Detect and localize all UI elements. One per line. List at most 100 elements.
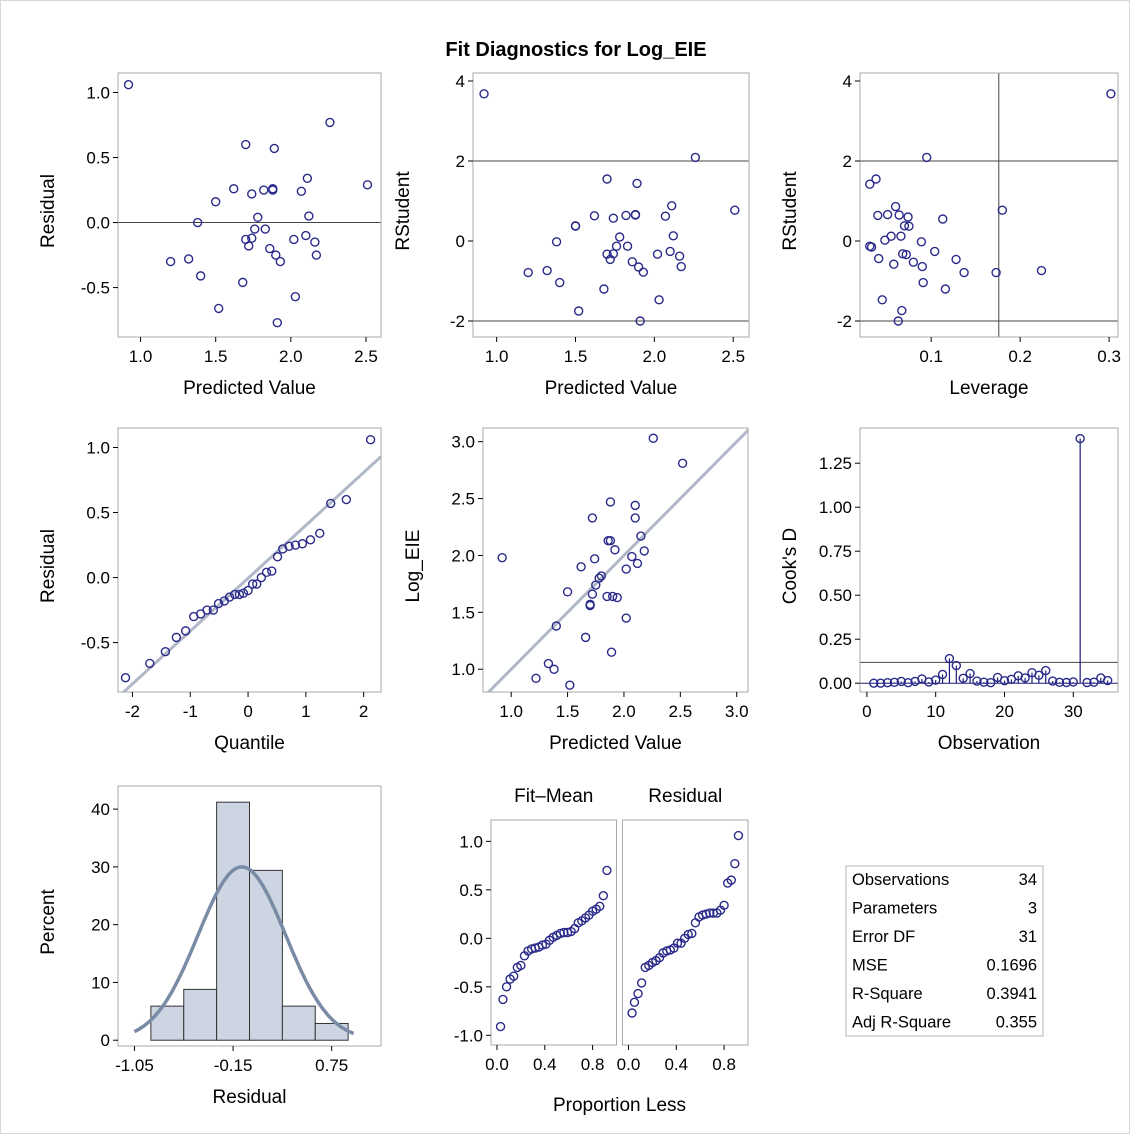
table-row-value: 0.1696: [987, 957, 1037, 975]
data-point: [608, 249, 619, 259]
y-tick-label: 1.0: [86, 84, 110, 103]
data-point: [543, 658, 554, 669]
y-tick-label: 0.5: [86, 504, 110, 523]
data-point: [622, 241, 633, 251]
x-tick-label: 1.5: [204, 347, 228, 366]
data-point: [202, 605, 212, 615]
data-point: [365, 435, 376, 445]
data-point: [940, 284, 951, 294]
data-point: [991, 267, 1001, 278]
y-axis-label: Log_EIE: [403, 530, 424, 603]
y-tick-label: -0.5: [454, 978, 483, 997]
panel-rstudent-vs-predicted: -2 0 2 4 1.0 1.5 2.0 2.5 Predicted Value RStudent: [393, 72, 750, 399]
data-point: [516, 960, 526, 971]
data-point: [629, 997, 640, 1008]
y-tick-label: 0.50: [819, 586, 852, 605]
data-point: [882, 209, 893, 220]
data-point: [898, 249, 908, 259]
data-point: [965, 668, 975, 679]
x-tick-label: 0.8: [712, 1055, 736, 1074]
table-row-value: 3: [1028, 900, 1037, 918]
x-axis-label: Quantile: [214, 733, 285, 754]
y-tick-label: 2: [456, 152, 465, 171]
spread-subpanel: 0.0 0.4 0.8 Fit–Mean -1.0 -0.5 0.0 0.5 1.0: [454, 786, 617, 1074]
data-point: [160, 646, 171, 657]
data-point: [311, 250, 322, 260]
data-point: [627, 1008, 637, 1018]
x-tick-label: 0.4: [664, 1055, 688, 1074]
y-tick-label: 0: [101, 1031, 110, 1050]
y-tick-label: 10: [91, 973, 110, 992]
data-point: [903, 212, 913, 222]
x-tick-label: 0.75: [315, 1056, 348, 1075]
data-point: [894, 210, 904, 220]
table-row-label: Error DF: [852, 928, 915, 946]
data-point: [621, 564, 631, 574]
y-tick-label: -2: [450, 312, 465, 331]
data-point: [165, 256, 176, 267]
plot-frame: [859, 72, 1119, 338]
x-axis-label: Proportion Less: [553, 1095, 686, 1116]
data-point: [596, 571, 607, 581]
data-point: [865, 179, 875, 189]
histogram-bar: [183, 988, 218, 1041]
x-tick-label: 1.0: [129, 347, 153, 366]
data-point: [509, 971, 519, 981]
plot-frame: [117, 427, 382, 693]
x-tick-label: 2.5: [669, 702, 693, 721]
x-tick-label: 2.5: [721, 347, 745, 366]
data-point: [1036, 265, 1047, 276]
x-tick-label: 1: [301, 702, 310, 721]
table-row-label: Parameters: [852, 900, 937, 918]
data-point: [1075, 433, 1085, 444]
data-point: [676, 261, 686, 272]
table-row-label: Observations: [852, 871, 949, 889]
data-point: [495, 1021, 506, 1032]
data-point: [253, 212, 263, 223]
x-tick-label: 2: [359, 702, 368, 721]
data-point: [690, 152, 701, 163]
data-point: [877, 295, 887, 305]
panel-rstudent-vs-leverage: -2 0 2 4 0.1 0.2 0.3 Leverage RStudent: [780, 72, 1121, 399]
data-point: [917, 261, 927, 272]
x-axis-label: Leverage: [949, 378, 1028, 399]
data-point: [238, 588, 249, 598]
data-point: [589, 211, 600, 221]
data-point: [599, 284, 609, 294]
data-point: [1106, 89, 1116, 99]
data-point: [325, 117, 335, 128]
y-tick-label: 40: [91, 800, 110, 819]
histogram-bar: [249, 869, 283, 1041]
data-point: [869, 678, 879, 688]
histogram-bar: [281, 1005, 316, 1041]
data-point: [866, 242, 877, 252]
data-point: [587, 589, 598, 599]
data-point: [259, 185, 269, 195]
data-point: [268, 184, 278, 194]
data-point: [542, 265, 552, 276]
y-tick-label: 0: [843, 232, 852, 251]
data-point: [677, 458, 688, 468]
panel-observed-vs-predicted: 1.0 1.5 2.0 2.5 3.0 1.0 1.5 2.0 2.5 3.0 Predicted …: [403, 427, 749, 754]
data-point: [562, 587, 573, 597]
data-point: [951, 660, 962, 671]
data-point: [301, 230, 311, 241]
y-tick-label: 3.0: [451, 433, 475, 452]
density-curve: [133, 865, 355, 1036]
data-point: [171, 632, 182, 643]
data-point: [930, 675, 941, 685]
data-point: [612, 592, 622, 603]
x-tick-label: 1.0: [499, 702, 523, 721]
x-tick-label: 0.4: [533, 1055, 557, 1074]
data-point: [627, 257, 637, 267]
data-point: [648, 433, 658, 443]
x-axis-label: Observation: [938, 733, 1040, 754]
data-point: [297, 539, 308, 549]
data-point: [247, 233, 257, 243]
histogram-bar: [216, 801, 250, 1041]
data-point: [183, 254, 194, 264]
data-point: [549, 664, 559, 674]
plot-frame: [117, 785, 382, 1047]
